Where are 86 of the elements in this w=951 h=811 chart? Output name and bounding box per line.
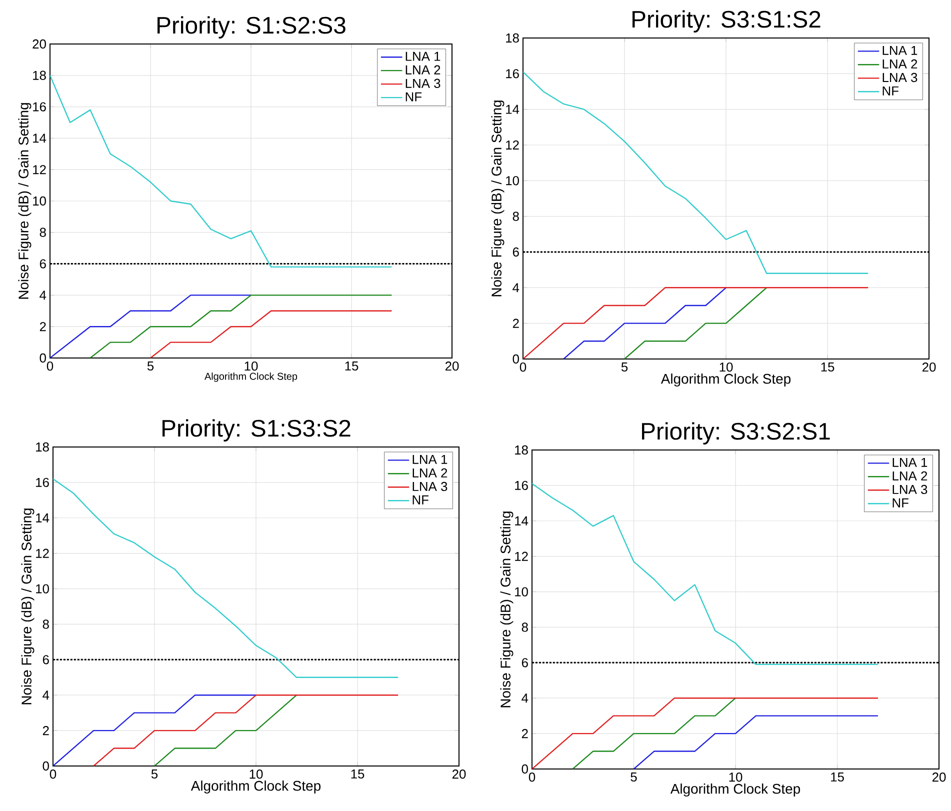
y-tick-label: 18 (506, 33, 519, 43)
x-tick-label: 15 (351, 770, 364, 779)
y-tick-label: 16 (515, 480, 528, 490)
y-tick-label: 4 (42, 690, 50, 700)
y-tick-label: 16 (506, 69, 519, 78)
x-tick-label: 0 (528, 772, 536, 782)
y-tick-label: 8 (512, 212, 519, 221)
y-tick-label: 4 (522, 694, 528, 703)
x-axis-title: Algorithm Clock Step (190, 780, 321, 794)
y-tick-label: 12 (506, 140, 519, 150)
x-tick-label: 15 (821, 362, 834, 372)
y-tick-label: 2 (42, 726, 49, 736)
x-tick-label: 20 (922, 362, 936, 372)
legend-label: NF (882, 86, 898, 96)
x-tick-label: 20 (452, 770, 466, 779)
y-tick-label: 10 (36, 584, 49, 594)
y-tick-label: 14 (33, 134, 46, 143)
legend-label: LNA 1 (892, 458, 928, 467)
legend-label: LNA 2 (406, 65, 440, 74)
x-tick-label: 5 (147, 362, 154, 371)
y-tick-label: 12 (33, 165, 46, 174)
x-tick-label: 20 (445, 362, 459, 371)
x-axis-title: Algorithm Clock Step (204, 372, 298, 382)
y-tick-label: 6 (40, 259, 46, 268)
legend-label: LNA 3 (882, 72, 918, 82)
y-tick-label: 8 (522, 622, 528, 632)
y-tick-label: 14 (36, 513, 50, 522)
x-tick-label: 10 (729, 772, 742, 782)
y-axis-title: Noise Figure (dB) / Gain Setting (500, 512, 514, 708)
y-tick-label: 16 (33, 102, 46, 112)
chart-title: Priority: S3:S1:S2 (632, 10, 820, 33)
y-tick-label: 2 (522, 729, 528, 738)
x-tick-label: 10 (720, 362, 733, 372)
y-tick-label: 0 (42, 761, 49, 771)
y-tick-label: 6 (522, 658, 528, 668)
y-tick-label: 2 (40, 322, 46, 332)
legend-label: LNA 2 (412, 468, 448, 478)
legend-label: LNA 1 (412, 454, 448, 464)
y-tick-label: 6 (512, 247, 519, 257)
x-tick-label: 15 (345, 362, 358, 371)
legend-label: LNA 1 (882, 46, 918, 55)
y-tick-label: 14 (515, 516, 528, 526)
legend-label: NF (406, 92, 422, 102)
x-axis-title: Algorithm Clock Step (670, 784, 800, 797)
x-tick-label: 5 (151, 770, 158, 779)
y-axis-title: Noise Figure (dB) / Gain Setting (18, 103, 32, 299)
y-tick-label: 18 (515, 445, 528, 455)
y-axis-title: Noise Figure (dB) / Gain Setting (491, 100, 504, 296)
legend-label: LNA 2 (882, 59, 918, 68)
y-axis-title: Noise Figure (dB) / Gain Setting (21, 508, 34, 704)
y-tick-label: 18 (36, 442, 49, 452)
chart-title: Priority: S1:S3:S2 (162, 419, 350, 442)
legend-label: NF (412, 495, 428, 504)
legend-label: LNA 1 (406, 52, 440, 61)
y-tick-label: 6 (42, 655, 49, 664)
chart-title: Priority: S1:S2:S3 (158, 16, 346, 38)
x-axis-title: Algorithm Clock Step (660, 374, 791, 387)
x-tick-label: 0 (50, 770, 56, 779)
y-tick-label: 16 (36, 478, 49, 488)
x-tick-label: 15 (831, 772, 844, 782)
y-tick-label: 10 (506, 176, 519, 186)
chart-title: Priority: S3:S2:S1 (642, 422, 830, 445)
legend-label: LNA 3 (412, 482, 448, 492)
y-tick-label: 12 (36, 548, 49, 558)
y-tick-label: 8 (42, 620, 49, 629)
legend-label: LNA 3 (406, 78, 440, 88)
y-tick-label: 20 (32, 39, 46, 49)
legend-label: LNA 3 (892, 484, 928, 494)
x-tick-label: 10 (244, 362, 258, 371)
y-tick-label: 14 (506, 104, 520, 114)
y-tick-label: 4 (40, 290, 46, 300)
y-tick-label: 10 (33, 196, 46, 206)
y-tick-label: 0 (40, 353, 46, 363)
y-tick-label: 18 (33, 70, 46, 80)
y-tick-label: 8 (40, 228, 46, 237)
y-tick-label: 10 (515, 587, 528, 596)
x-tick-label: 5 (621, 362, 628, 372)
legend-label: NF (892, 498, 908, 508)
y-tick-label: 4 (512, 283, 520, 292)
y-tick-label: 2 (512, 318, 519, 328)
x-tick-label: 5 (630, 772, 637, 782)
x-tick-label: 10 (250, 770, 263, 779)
y-tick-label: 12 (515, 552, 528, 561)
x-tick-label: 20 (932, 772, 946, 782)
legend-label: LNA 2 (892, 471, 928, 480)
y-tick-label: 0 (512, 354, 519, 364)
